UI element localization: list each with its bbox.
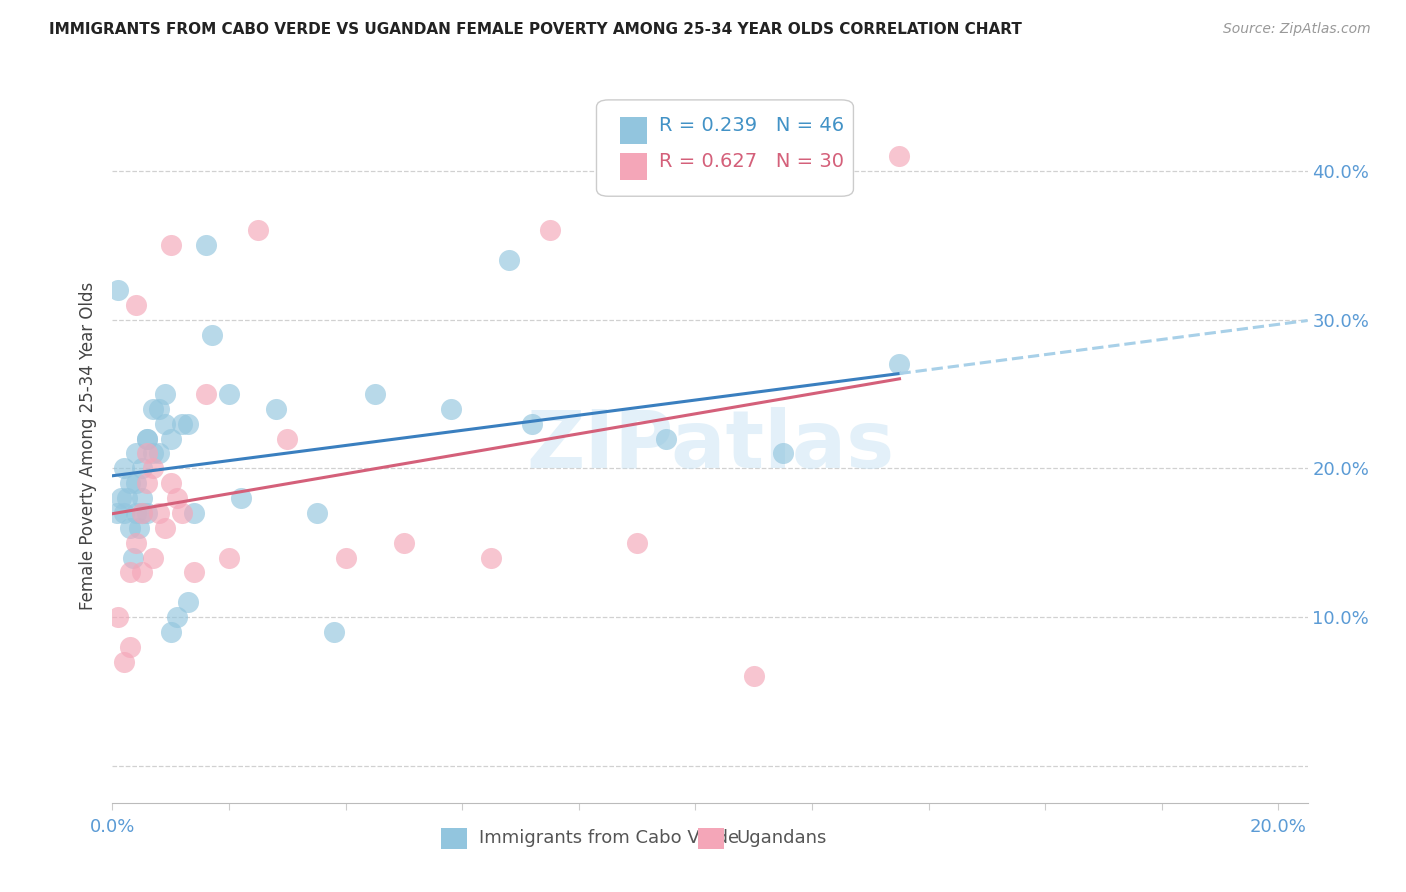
Point bbox=[131, 506, 153, 520]
Point bbox=[172, 506, 194, 520]
Point bbox=[364, 387, 387, 401]
Point bbox=[159, 432, 181, 446]
Text: R = 0.239   N = 46: R = 0.239 N = 46 bbox=[658, 116, 844, 135]
Text: ZIPatlas: ZIPatlas bbox=[526, 407, 894, 485]
Point bbox=[889, 357, 911, 371]
Point bbox=[148, 506, 170, 520]
Bar bbox=[620, 153, 647, 180]
Text: Ugandans: Ugandans bbox=[737, 830, 827, 847]
Point bbox=[125, 298, 148, 312]
Point bbox=[183, 566, 205, 580]
Point bbox=[305, 506, 328, 520]
Point bbox=[153, 521, 176, 535]
Point bbox=[125, 476, 148, 491]
Point bbox=[159, 238, 181, 252]
Point bbox=[655, 432, 678, 446]
Point bbox=[125, 535, 148, 549]
Point bbox=[481, 550, 503, 565]
Text: Immigrants from Cabo Verde: Immigrants from Cabo Verde bbox=[479, 830, 740, 847]
Point bbox=[136, 476, 159, 491]
Text: R = 0.627   N = 30: R = 0.627 N = 30 bbox=[658, 152, 844, 170]
Point bbox=[110, 491, 132, 505]
Bar bbox=[699, 828, 724, 849]
Point bbox=[131, 491, 153, 505]
Point bbox=[172, 417, 194, 431]
Point bbox=[107, 283, 129, 297]
Bar bbox=[620, 117, 647, 145]
Point bbox=[148, 401, 170, 416]
Point bbox=[136, 506, 159, 520]
Point bbox=[194, 387, 217, 401]
Point bbox=[112, 506, 135, 520]
Point bbox=[142, 446, 165, 460]
Point bbox=[118, 640, 141, 654]
Point bbox=[194, 238, 217, 252]
Point bbox=[323, 624, 346, 639]
Point bbox=[218, 550, 240, 565]
Point bbox=[439, 401, 461, 416]
Point bbox=[153, 417, 176, 431]
Point bbox=[200, 327, 222, 342]
Point bbox=[264, 401, 287, 416]
Point bbox=[177, 417, 200, 431]
Point bbox=[276, 432, 298, 446]
Point bbox=[125, 506, 148, 520]
Point bbox=[335, 550, 357, 565]
Point bbox=[131, 461, 153, 475]
Point bbox=[247, 223, 270, 237]
Point bbox=[131, 506, 153, 520]
Point bbox=[538, 223, 561, 237]
Point bbox=[148, 446, 170, 460]
Point bbox=[177, 595, 200, 609]
Point bbox=[107, 610, 129, 624]
Text: Source: ZipAtlas.com: Source: ZipAtlas.com bbox=[1223, 22, 1371, 37]
Point bbox=[159, 476, 181, 491]
Point bbox=[136, 432, 159, 446]
Point bbox=[392, 535, 415, 549]
Point bbox=[115, 491, 138, 505]
Point bbox=[626, 535, 648, 549]
Point bbox=[112, 655, 135, 669]
Point bbox=[498, 253, 520, 268]
Point bbox=[112, 461, 135, 475]
Point bbox=[136, 432, 159, 446]
Point bbox=[118, 476, 141, 491]
Point bbox=[166, 491, 188, 505]
Point bbox=[742, 669, 765, 683]
Point bbox=[142, 401, 165, 416]
Point bbox=[142, 550, 165, 565]
Point bbox=[118, 521, 141, 535]
Text: IMMIGRANTS FROM CABO VERDE VS UGANDAN FEMALE POVERTY AMONG 25-34 YEAR OLDS CORRE: IMMIGRANTS FROM CABO VERDE VS UGANDAN FE… bbox=[49, 22, 1022, 37]
Point bbox=[772, 446, 794, 460]
Point bbox=[122, 550, 145, 565]
Point bbox=[131, 566, 153, 580]
FancyBboxPatch shape bbox=[596, 100, 853, 196]
Bar bbox=[441, 828, 467, 849]
Point bbox=[183, 506, 205, 520]
Point bbox=[153, 387, 176, 401]
Point bbox=[118, 566, 141, 580]
Point bbox=[105, 506, 128, 520]
Point bbox=[125, 446, 148, 460]
Y-axis label: Female Poverty Among 25-34 Year Olds: Female Poverty Among 25-34 Year Olds bbox=[79, 282, 97, 610]
Point bbox=[159, 624, 181, 639]
Point bbox=[229, 491, 252, 505]
Point bbox=[218, 387, 240, 401]
Point bbox=[889, 149, 911, 163]
Point bbox=[522, 417, 544, 431]
Point bbox=[136, 446, 159, 460]
Point bbox=[128, 521, 150, 535]
Point bbox=[166, 610, 188, 624]
Point bbox=[142, 461, 165, 475]
